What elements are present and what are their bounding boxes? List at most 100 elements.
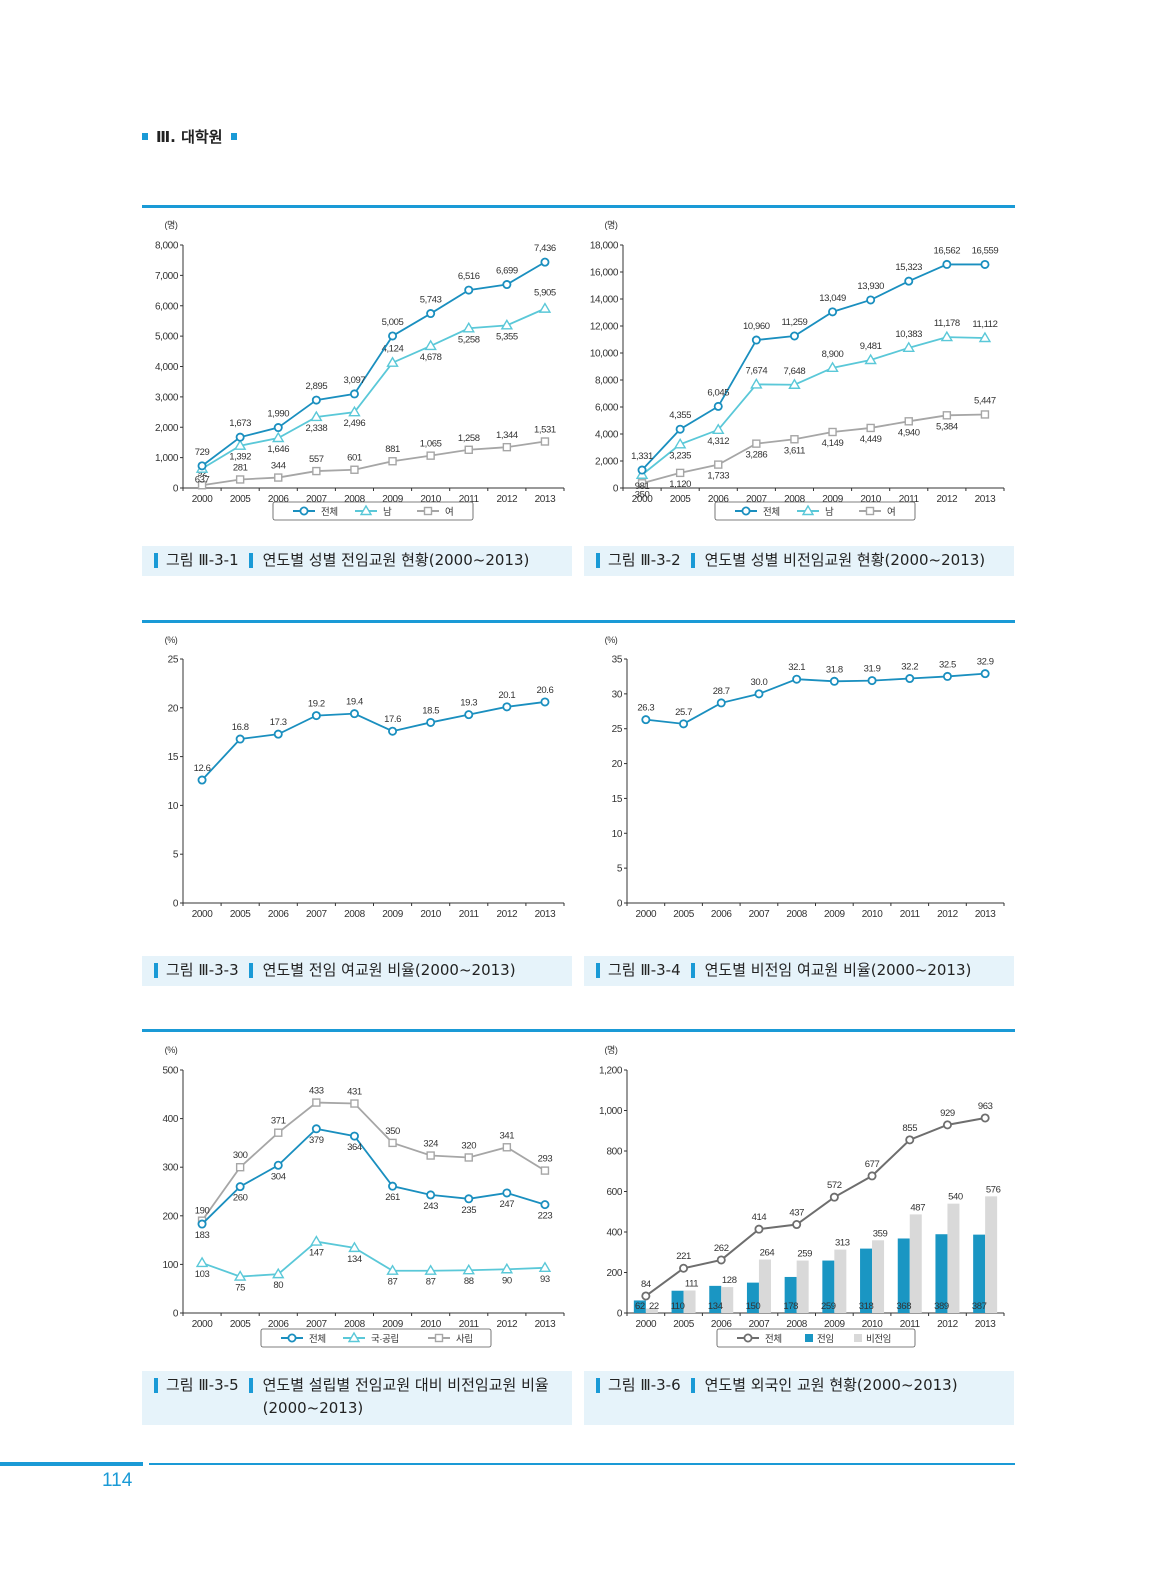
x-tick-label: 2009	[824, 1319, 845, 1330]
caption-marker	[690, 1378, 695, 1393]
chart-female-parttime-ratio: (%) 0 5 10 15 20 25 30 35 2000 2005 2006 2007 2008 200…	[605, 635, 1005, 920]
data-label: 3,235	[669, 450, 691, 461]
data-label: 371	[271, 1116, 286, 1127]
legend-square-fulltime-icon	[805, 1334, 813, 1342]
data-point	[462, 1263, 475, 1275]
data-label-total: 855	[902, 1123, 917, 1134]
data-label-fulltime: 389	[934, 1301, 949, 1312]
y-tick-label: 10	[168, 801, 179, 812]
y-tick-label: 0	[617, 1309, 623, 1320]
data-label-parttime: 487	[910, 1202, 925, 1213]
data-label: 15,323	[895, 262, 922, 273]
point-total	[980, 1113, 990, 1123]
data-point	[940, 330, 954, 342]
bar-fulltime	[709, 1285, 722, 1313]
y-tick-label: 5	[173, 850, 179, 861]
data-label: 1,331	[631, 451, 653, 462]
data-point	[540, 1166, 550, 1175]
x-tick-label: 2006	[708, 494, 729, 505]
y-axis-unit-label: (명)	[164, 220, 177, 230]
series-line	[641, 336, 985, 476]
data-point	[942, 411, 952, 420]
data-point	[904, 276, 914, 286]
x-tick-label: 2005	[230, 909, 251, 920]
x-tick-label: 2012	[497, 494, 518, 505]
data-label: 4,124	[382, 344, 404, 355]
data-point	[902, 341, 915, 353]
y-tick-label: 500	[163, 1066, 179, 1077]
bar-fulltime	[897, 1238, 910, 1313]
data-label-parttime: 22	[649, 1301, 659, 1312]
data-point	[386, 1264, 399, 1275]
data-label: 341	[500, 1130, 515, 1141]
x-tick-label: 2008	[344, 1319, 365, 1330]
series-line	[201, 307, 546, 470]
chart-panel-4: (%) 0 5 10 15 20 25 30 35 2000 2005 2006 2007 2008 200…	[580, 630, 1010, 930]
legend-label: 여	[445, 506, 453, 518]
x-tick-label: 2012	[497, 909, 518, 920]
y-axis-unit-label: (명)	[604, 1045, 617, 1055]
data-point	[864, 353, 877, 365]
data-label: 87	[426, 1277, 436, 1288]
caption-marker	[596, 1378, 600, 1393]
y-tick-label: 8,000	[595, 376, 619, 387]
footer-rule	[149, 1463, 1015, 1465]
data-label: 12.6	[194, 763, 211, 774]
x-tick-label: 2011	[459, 494, 480, 505]
section-marker-right	[230, 133, 237, 140]
chart-panel-5: (%) 0 100 200 300 400 500 2000 2005 2006 2007 2008 2…	[140, 1040, 570, 1365]
series-0: 729 1,673 1,990 2,895 3,097 5,005 5,743 6,516 6,…	[195, 243, 556, 471]
data-label: 4,149	[822, 438, 844, 449]
data-label: 16,559	[972, 245, 999, 256]
data-label: 981	[635, 481, 650, 492]
data-point	[713, 401, 723, 411]
data-label-parttime: 313	[835, 1238, 850, 1249]
x-tick-label: 2010	[862, 1319, 883, 1330]
x-tick-label: 2008	[344, 494, 365, 505]
x-tick-label: 2006	[268, 494, 289, 505]
data-label: 431	[347, 1087, 362, 1098]
y-tick-label: 200	[163, 1211, 179, 1222]
data-label: 261	[385, 1192, 400, 1203]
data-point	[350, 1099, 359, 1108]
data-point	[426, 309, 436, 319]
series-2: 350 1,120 1,733 3,286 3,611 4,149 4,449 4,940 5,…	[635, 395, 997, 500]
data-label: 1,258	[458, 433, 480, 444]
y-tick-label: 12,000	[590, 322, 619, 333]
data-point	[426, 1190, 436, 1200]
series-line	[641, 263, 985, 471]
row-divider-2	[142, 620, 1015, 623]
chart-panel-3: (%) 0 5 10 15 20 25 2000 2005 2006 2007 2008 2009 201…	[140, 630, 570, 930]
x-tick-label: 2005	[673, 909, 694, 920]
data-point	[716, 698, 726, 708]
x-tick-label: 2000	[192, 909, 213, 920]
legend-circle-icon	[741, 506, 751, 516]
data-point	[235, 734, 245, 744]
data-point	[675, 468, 685, 478]
data-label: 350	[385, 1126, 400, 1137]
data-label: 5,258	[458, 334, 480, 345]
data-point	[826, 361, 839, 373]
data-label: 80	[273, 1280, 283, 1291]
data-point	[679, 719, 689, 729]
section-title: Ⅲ. 대학원	[156, 128, 223, 146]
series-2: 190 300 371 433 431 350 324 320 341 293	[195, 1086, 553, 1225]
data-label: 7,648	[784, 366, 806, 377]
data-point	[273, 729, 283, 739]
data-label: 28.7	[713, 686, 730, 697]
data-point	[348, 1241, 361, 1253]
caption-number: 그림 Ⅲ-3-6	[608, 1376, 681, 1394]
y-tick-label: 5,000	[155, 332, 179, 343]
data-label: 4,940	[898, 427, 920, 438]
data-point	[272, 431, 285, 443]
data-point	[310, 410, 323, 422]
data-label-total: 572	[827, 1180, 842, 1191]
y-tick-label: 20	[168, 703, 179, 714]
x-tick-label: 2007	[749, 1319, 770, 1330]
data-label: 3,611	[784, 445, 805, 456]
data-point	[828, 307, 838, 317]
legend-circle-icon	[299, 506, 309, 516]
y-tick-label: 7,000	[155, 271, 179, 282]
data-label-total: 262	[714, 1243, 729, 1254]
legend-square-icon	[423, 506, 433, 516]
